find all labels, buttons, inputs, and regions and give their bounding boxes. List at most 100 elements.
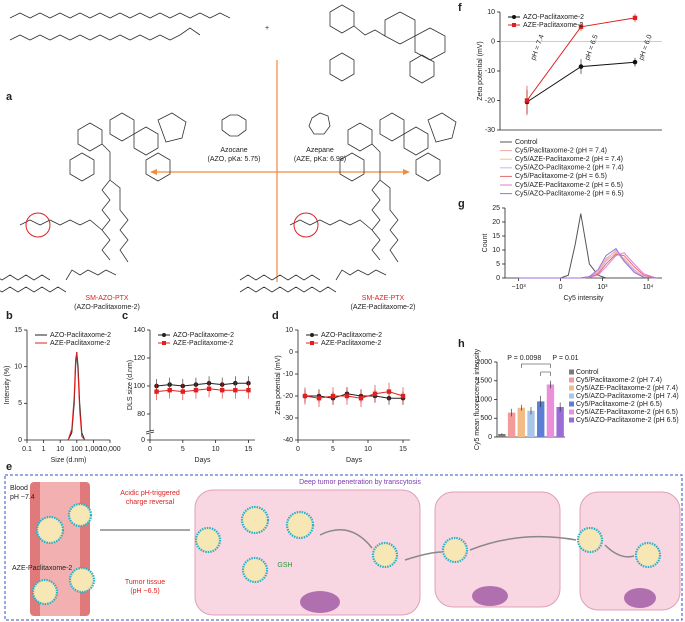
y-tick-label: -20 (283, 393, 293, 400)
bar (537, 401, 545, 437)
marker (193, 388, 199, 393)
x-tick-label: 100 (71, 446, 83, 453)
panel-label: c (122, 310, 128, 322)
marker (524, 98, 530, 103)
legend-marker (162, 333, 166, 337)
y-axis-label: Intensity (%) (4, 366, 11, 405)
marker (358, 396, 364, 401)
annotation: P = 0.01 (552, 355, 578, 362)
bar (507, 412, 516, 437)
marker (316, 396, 322, 401)
y-tick-label: 15 (14, 327, 22, 334)
schematic-title: Deep tumor penetration by transcytosis (299, 479, 421, 486)
y-axis-label: Cy5 mean fluorescence intensity (474, 348, 481, 450)
legend-swatch (569, 417, 574, 423)
marker (578, 64, 584, 69)
significance-bracket (540, 371, 551, 376)
paclitaxel-structure (329, 4, 446, 84)
panel-label: d (272, 310, 279, 322)
bar (527, 410, 535, 437)
reagent-label: Azocane (220, 147, 247, 154)
y-tick-label: -40 (283, 437, 293, 444)
x-tick-label: 0 (296, 446, 300, 453)
x-tick-label: 15 (245, 446, 253, 453)
legend-marker (310, 333, 314, 337)
tumor-cell (579, 491, 681, 611)
series-line (67, 351, 86, 441)
schematic-label: pH ~7.4 (10, 494, 35, 501)
series-line (518, 253, 657, 279)
bar (517, 407, 525, 437)
legend-label: Cy5/Paclitaxome-2 (pH 7.4) (576, 377, 662, 384)
nanoparticles (31, 502, 662, 606)
y-tick-label: 5 (18, 400, 22, 407)
x-tick-label: 10⁴ (643, 284, 654, 291)
legend-label: Cy5/AZO-Paclitaxome-2 (pH = 7.4) (515, 165, 624, 172)
legend-marker (162, 341, 166, 345)
legend-swatch (569, 393, 574, 399)
y-tick-label: 0 (491, 38, 495, 45)
y-tick-label: 5 (496, 261, 500, 268)
legend-label: Control (515, 139, 538, 146)
y-tick-label: -10 (283, 371, 293, 378)
schematic-label: AZE-Paclitaxome-2 (12, 565, 72, 572)
category-label: pH = 6.0 (638, 34, 654, 62)
legend-swatch (569, 409, 574, 415)
axis-break (145, 429, 155, 433)
axis-break (145, 431, 155, 435)
schematic-label: charge reversal (126, 499, 175, 506)
y-tick-label: 2000 (476, 359, 492, 366)
compound-subtitle: (AZO-Paclitaxome-2) (74, 304, 140, 311)
molecule (239, 112, 457, 293)
legend-label: AZE-Paclitaxome-2 (50, 340, 110, 347)
marker (330, 393, 336, 399)
legend-label: Cy5/AZO-Paclitaxome-2 (pH 6.5) (576, 417, 679, 424)
legend-label: AZO-Paclitaxome-2 (321, 332, 382, 339)
schematic-border (4, 474, 683, 621)
x-tick-label: 0.1 (22, 446, 32, 453)
legend-label: Cy5/AZO-Paclitaxome-2 (pH = 6.5) (515, 190, 624, 197)
transport-arrow (319, 529, 635, 561)
marker (372, 391, 378, 396)
arrowhead (403, 169, 410, 175)
panel-label: a (6, 91, 13, 103)
y-tick-label: -10 (485, 68, 495, 75)
marker (180, 389, 186, 394)
marker (632, 15, 638, 21)
reagent-label: (AZO, pKa: 5.75) (208, 156, 261, 163)
marker (400, 393, 406, 399)
legend-swatch (569, 377, 574, 383)
marker (233, 388, 238, 393)
series-line (67, 351, 86, 441)
legend-swatch (569, 401, 574, 407)
axis-break (146, 431, 154, 434)
x-tick-label: 15 (399, 446, 407, 453)
marker (578, 24, 584, 29)
y-tick-label: 25 (492, 205, 500, 212)
legend-label: Control (576, 369, 599, 376)
x-axis-label: Days (195, 457, 211, 464)
legend-label: Cy5/AZE-Paclitaxome-2 (pH = 6.5) (515, 182, 623, 189)
legend-label: Cy5/Paclitaxome-2 (pH 6.5) (576, 401, 662, 408)
y-tick-label: 140 (133, 327, 145, 334)
legend-label: AZO-Paclitaxome-2 (50, 332, 111, 339)
marker (206, 386, 212, 391)
nucleus (472, 586, 508, 606)
x-axis-label: Days (346, 457, 362, 464)
y-tick-label: 120 (133, 355, 145, 362)
x-tick-label: 10 (212, 446, 220, 453)
x-tick-label: 10 (56, 446, 64, 453)
azepane-ring (308, 112, 331, 135)
series-line (304, 391, 404, 399)
x-tick-label: 10,000 (99, 446, 121, 453)
highlight-circle (25, 212, 51, 238)
highlight-circle (293, 212, 319, 238)
y-tick-label: 0 (141, 437, 145, 444)
marker (167, 388, 172, 393)
y-axis-label: Zeta potential (mV) (275, 355, 282, 415)
panel-label: f (458, 2, 462, 14)
y-axis-label: DLS size (d.nm) (127, 360, 134, 410)
y-tick-label: 10 (14, 364, 22, 371)
x-tick-label: 0 (148, 446, 152, 453)
reagent-label: Azepane (306, 147, 334, 154)
